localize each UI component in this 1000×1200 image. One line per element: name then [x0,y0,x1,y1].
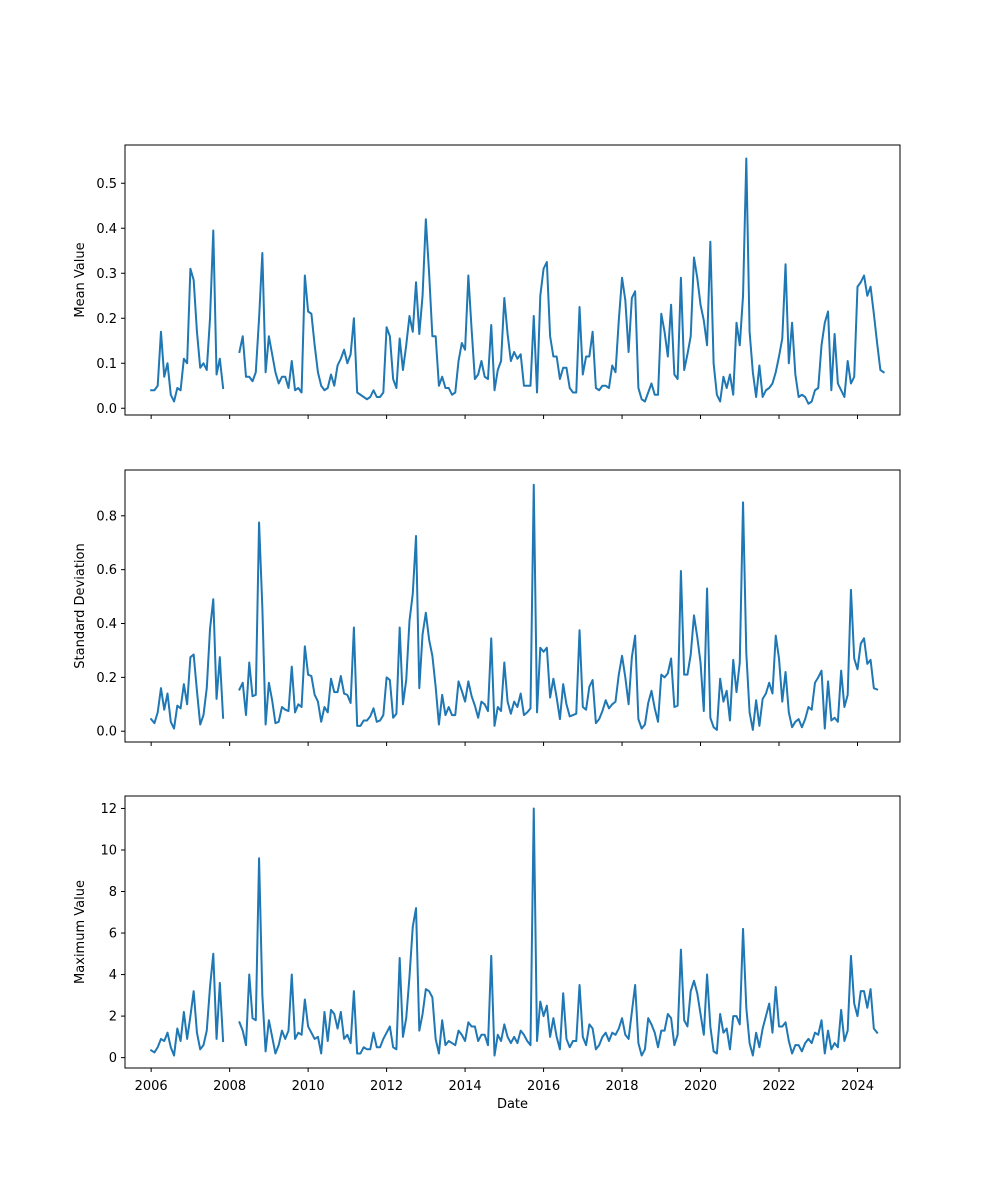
x-tick-label: 2012 [370,1079,403,1094]
y-tick-label: 0.0 [96,402,117,417]
y-axis-label: Mean Value [73,242,88,317]
series-line-segment [149,598,225,730]
y-tick-label: 0.0 [96,725,117,740]
series-line-segment [238,807,879,1057]
y-tick-label: 8 [109,885,117,900]
axes-frame [124,469,901,743]
y-tick-label: 0.5 [96,177,117,192]
series-line-segment [238,157,886,405]
y-tick-label: 0.4 [96,222,117,237]
x-tick-label: 2016 [527,1079,560,1094]
y-axis-label: Standard Deviation [73,543,88,668]
y-tick-label: 10 [100,843,117,858]
subplot-3: 0 2 4 6 8 10 12 2006 2008 2010 2012 2014 2016 2018 202… [73,795,901,1112]
subplot-1: 0.0 0.1 0.2 0.3 0.4 0.5 Mean Value [73,144,901,419]
x-tick-label: 2008 [213,1079,246,1094]
x-tick-label: 2018 [605,1079,638,1094]
x-tick-label: 2024 [841,1079,874,1094]
y-tick-label: 0.2 [96,671,117,686]
y-tick-label: 0.8 [96,509,117,524]
y-axis-label: Maximum Value [73,880,88,984]
y-tick-label: 0.6 [96,563,117,578]
subplot-2: 0.0 0.2 0.4 0.6 0.8 Standard Deviation [73,469,901,746]
y-tick-label: 2 [109,1010,117,1025]
y-tick-label: 0 [109,1051,117,1066]
x-tick-label: 2014 [449,1079,482,1094]
y-tick-label: 0.4 [96,617,117,632]
series-line-segment [238,483,879,731]
x-tick-label: 2010 [292,1079,325,1094]
series-line-segment [150,229,225,403]
x-tick-label: 2006 [135,1079,168,1094]
y-tick-label: 0.3 [96,267,117,282]
axes-frame [124,795,901,1069]
y-tick-label: 6 [109,927,117,942]
axes-frame [124,144,901,416]
subplots: 0.0 0.1 0.2 0.3 0.4 0.5 Mean Value 0.0 0.2 0.4 0.6… [73,144,901,1112]
series-line-segment [149,952,225,1057]
x-axis-label: Date [497,1097,528,1112]
y-tick-label: 12 [100,802,117,817]
x-tick-label: 2022 [762,1079,795,1094]
y-tick-label: 0.1 [96,357,117,372]
y-tick-label: 4 [109,968,117,983]
x-tick-label: 2020 [684,1079,717,1094]
y-tick-label: 0.2 [96,312,117,327]
